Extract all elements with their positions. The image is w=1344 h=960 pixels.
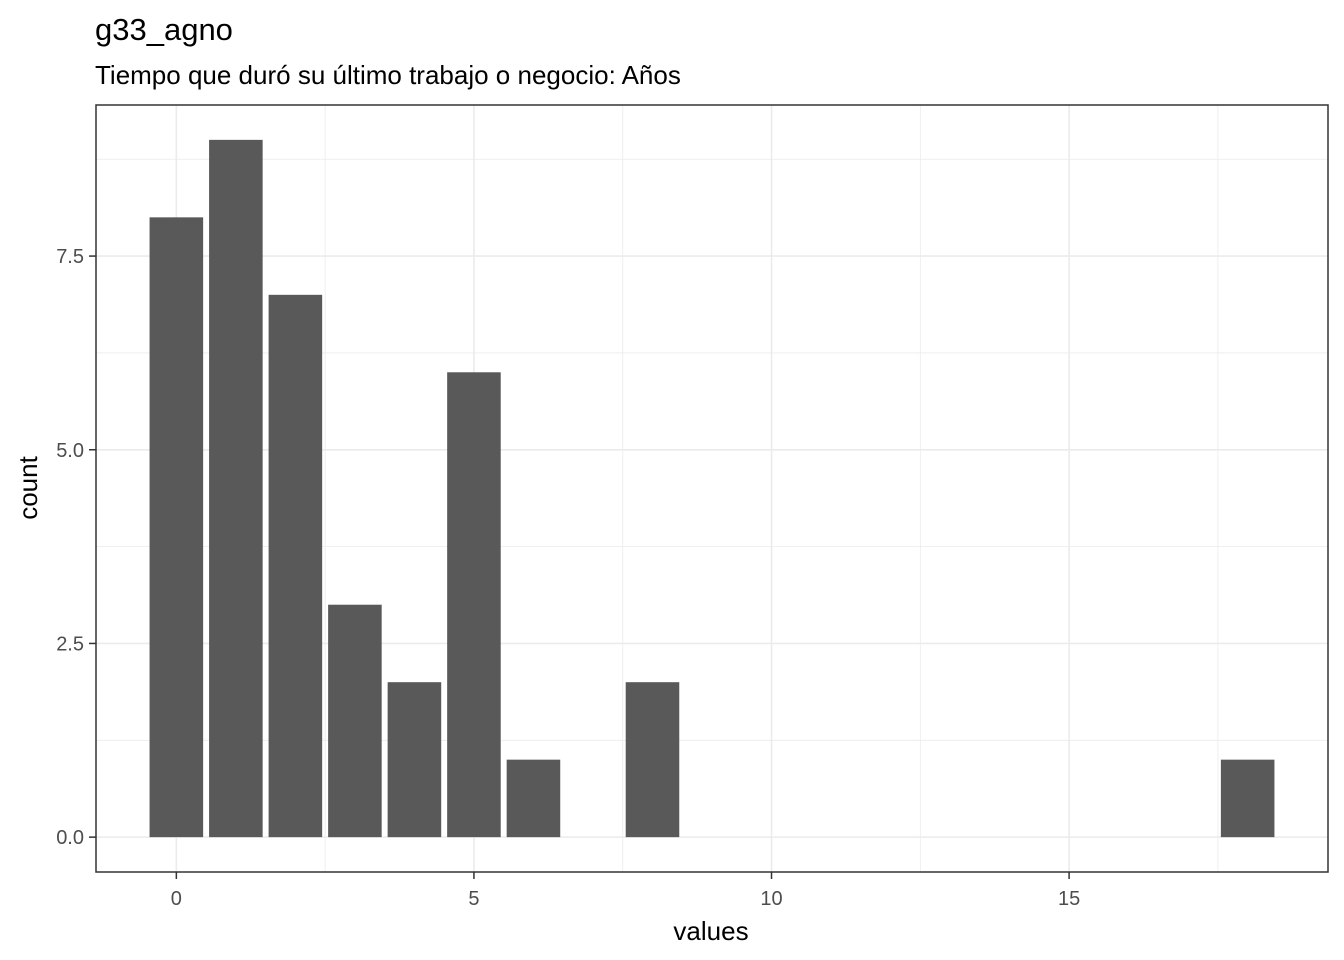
x-tick-label: 5 [468, 888, 479, 910]
panel-border [95, 104, 1329, 873]
bar [506, 759, 561, 838]
bar [209, 139, 263, 838]
x-tick-label: 15 [1058, 888, 1080, 910]
chart-subtitle: Tiempo que duró su último trabajo o nego… [95, 60, 681, 90]
axis-ticks: 0 5 10 15 0.0 2.5 5.0 7.5 [56, 246, 1080, 910]
bar [1220, 759, 1275, 838]
y-tick-label: 5.0 [56, 440, 84, 462]
bar [268, 294, 323, 838]
y-tick-label: 2.5 [56, 633, 84, 655]
y-tick-label: 0.0 [56, 827, 84, 849]
y-tick-label: 7.5 [56, 246, 84, 268]
y-axis-title: count [13, 455, 43, 519]
x-tick-label: 0 [171, 888, 182, 910]
bar [387, 682, 442, 838]
bar [149, 217, 204, 838]
x-axis-title: values [673, 916, 748, 946]
x-tick-label: 10 [760, 888, 782, 910]
bars [149, 139, 1275, 838]
bar [328, 604, 382, 838]
chart-title: g33_agno [95, 12, 233, 47]
bar [625, 682, 680, 838]
bar [447, 372, 501, 838]
